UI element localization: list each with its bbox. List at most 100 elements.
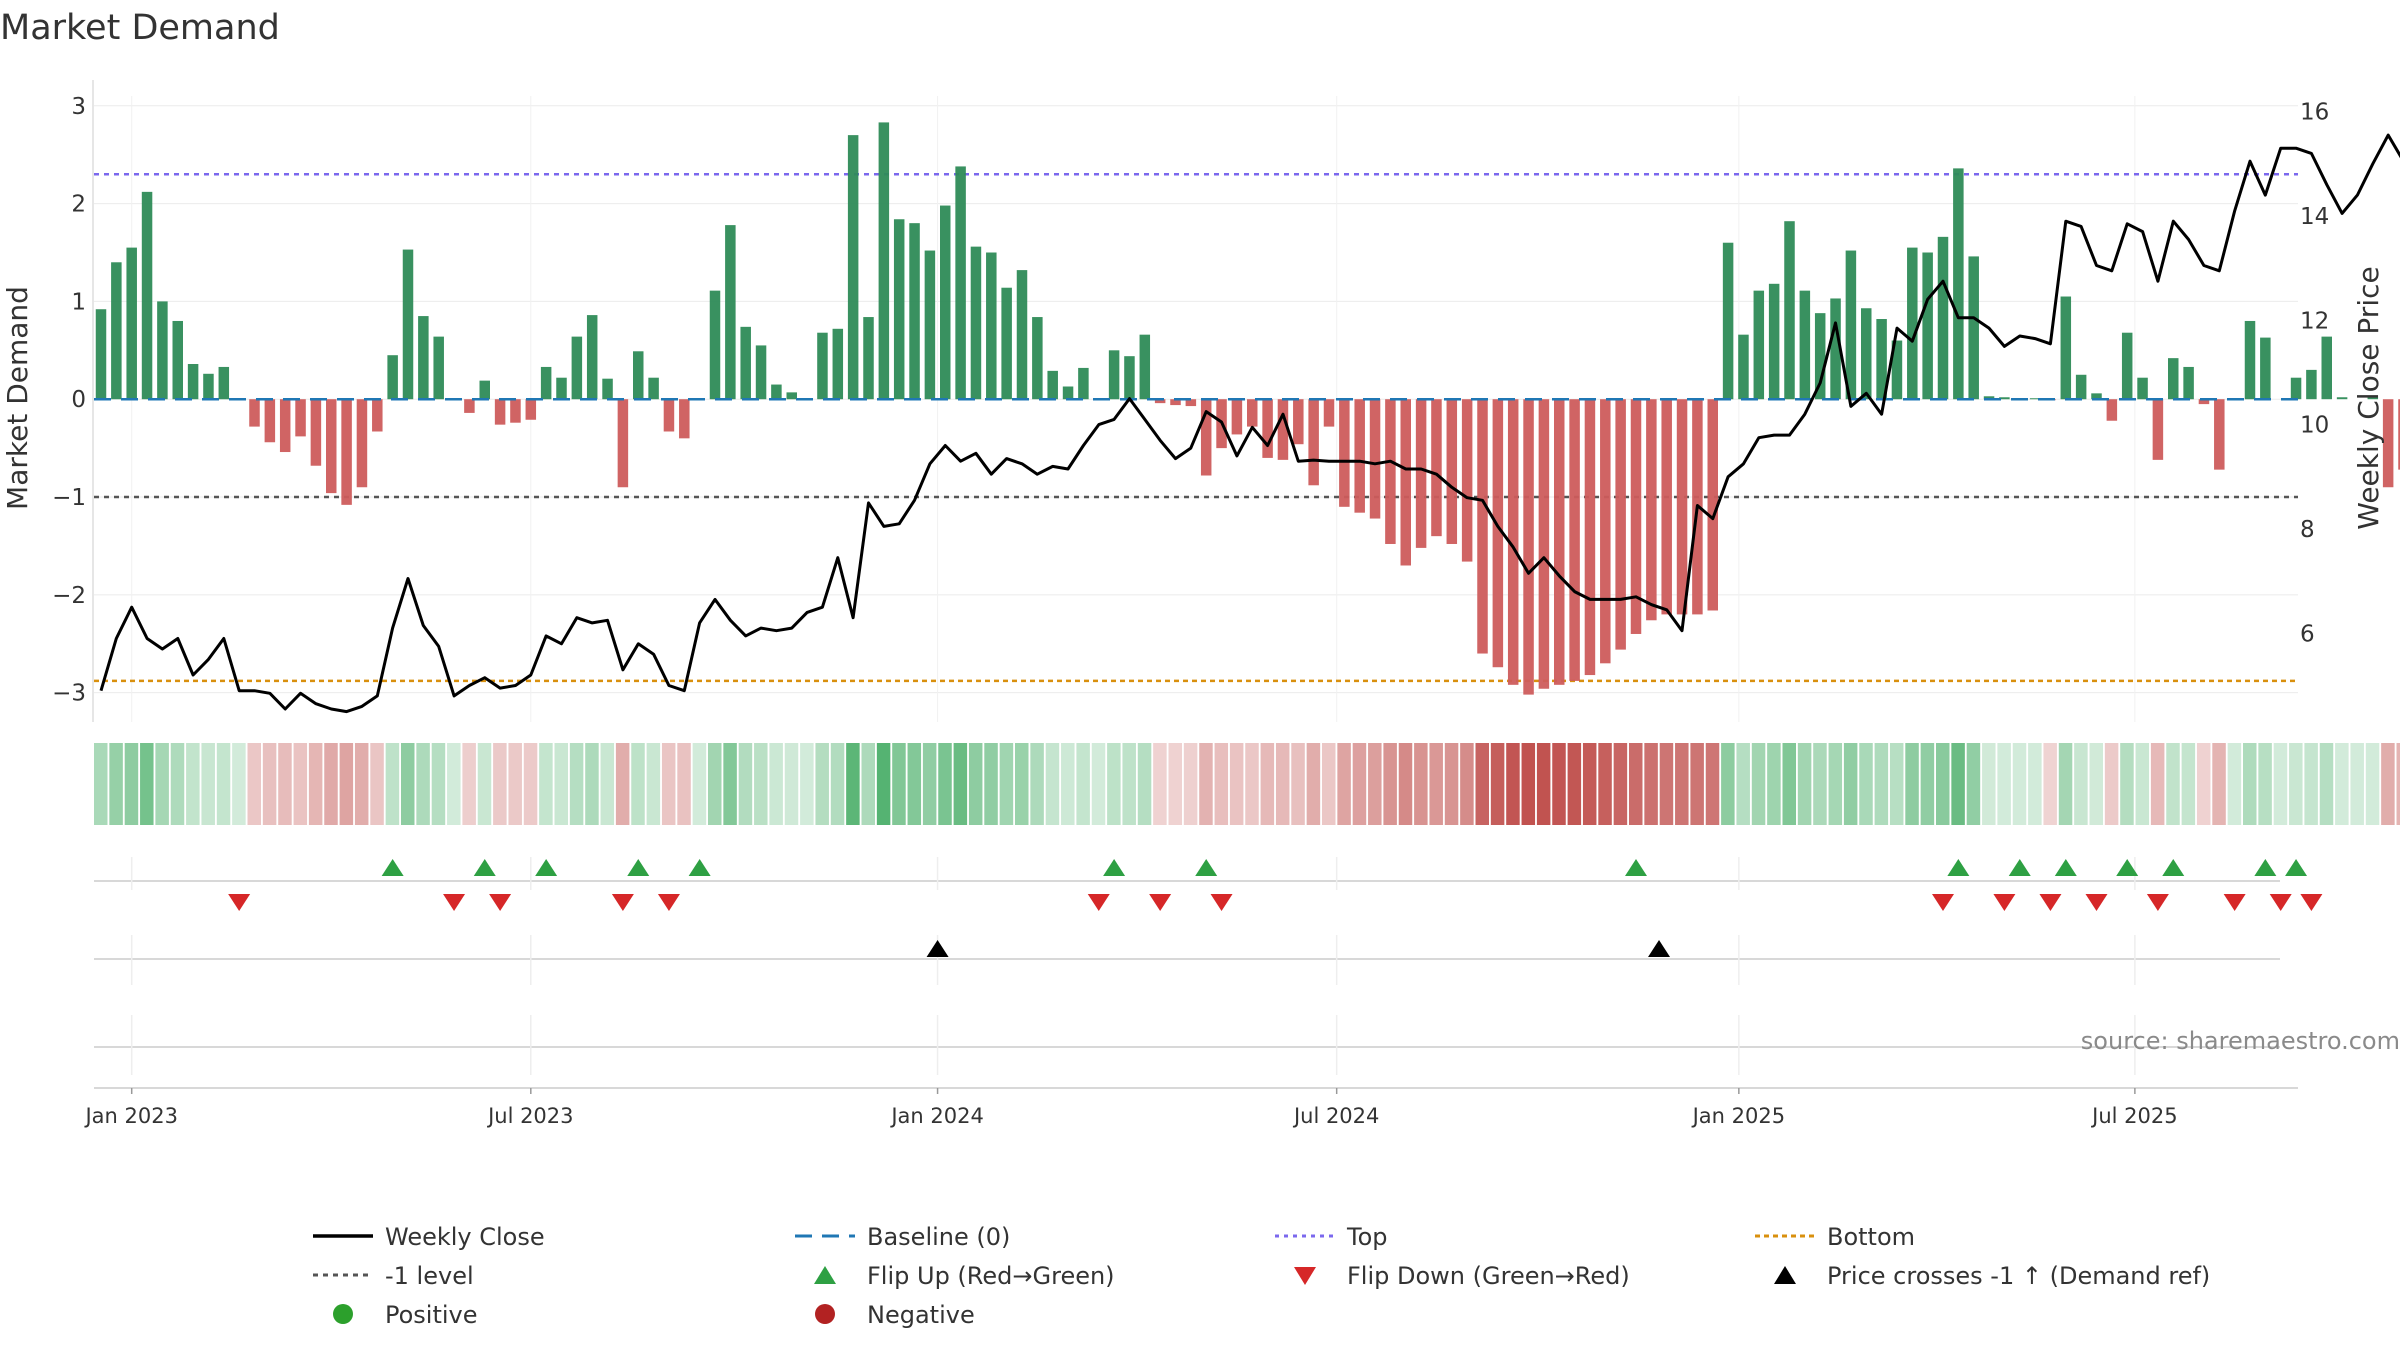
heat-cell [2012,743,2027,825]
y-tick-label: 0 [71,387,86,413]
demand-bar-positive [1830,298,1841,400]
demand-bar-positive [2183,366,2194,400]
demand-bar-negative [464,399,475,413]
flip-down-marker [489,894,512,911]
heat-cell [784,743,799,825]
source-note: source: sharemaestro.com [2081,1027,2400,1055]
heat-cell [2304,743,2318,825]
demand-bar-positive [955,166,966,400]
heat-cell [554,743,568,825]
heat-cell [1828,743,1843,825]
demand-bar-negative [1646,399,1657,621]
heat-cell [1782,743,1796,825]
heat-cell [1490,743,1505,825]
heat-cell [661,743,676,825]
demand-bar-negative [295,399,306,437]
legend-item-baseline: Baseline (0) [795,1223,1010,1251]
demand-bar-positive [1016,270,1028,400]
flip-up-marker [1195,859,1218,876]
flip-down-marker [2269,894,2292,911]
heat-cell [1675,743,1689,825]
demand-bar-positive [648,377,659,400]
heat-cell [186,743,200,825]
flip-up-marker [2254,859,2277,876]
heat-cell [1322,743,1336,825]
demand-bar-positive [1784,221,1795,400]
heat-cell [508,743,522,825]
demand-bar-positive [2321,336,2332,400]
heat-cell [1475,743,1489,825]
demand-bar-positive [893,219,905,400]
demand-bar-positive [847,135,859,400]
demand-bar-positive [2244,320,2256,400]
heat-cell [1137,743,1152,825]
heat-cell [2074,743,2088,825]
heat-cell [1629,743,1643,825]
demand-bar-positive [95,309,107,400]
heat-cell [1552,743,1566,825]
legend-label-positive: Positive [385,1301,478,1329]
legend-label-price-cross: Price crosses -1 ↑ (Demand ref) [1827,1262,2210,1290]
heat-cell [1015,743,1029,825]
demand-bar-positive [2137,377,2148,400]
heat-cell [1168,743,1182,825]
heat-cell [1076,743,1090,825]
heat-cell [1337,743,1351,825]
flip-up-marker [627,859,650,876]
x-tick-label: Jan 2024 [889,1104,984,1128]
heat-cell [984,743,998,825]
heat-cell [477,743,492,825]
demand-bar-negative [617,399,629,488]
heat-cell [738,743,753,825]
flip-up-marker [2285,859,2308,876]
heat-cell [1214,743,1229,825]
flip-down-marker [228,894,251,911]
heat-cell [385,743,400,825]
demand-bar-negative [1308,399,1319,486]
legend-item-flip-down: Flip Down (Green→Red) [1294,1262,1630,1290]
y2-tick-label: 12 [2300,308,2329,334]
heat-cell [523,743,538,825]
demand-bar-negative [356,399,368,488]
heat-cell [1045,743,1060,825]
demand-bar-negative [1247,399,1258,427]
legend-label-minus-one: -1 level [385,1262,474,1290]
demand-bar-positive [479,380,490,400]
heat-cell [692,743,707,825]
flip-up-marker [1625,859,1647,876]
price-cross-icon [1774,1266,1796,1284]
demand-bar-negative [1584,399,1596,676]
flip-up-marker [2116,859,2139,876]
demand-bar-negative [1661,399,1672,615]
demand-bar-negative [1415,399,1427,548]
heat-cell [293,743,308,825]
flip-markers [94,857,2323,1075]
legend-label-flip-down: Flip Down (Green→Red) [1347,1262,1630,1290]
demand-bar-negative [1170,399,1181,406]
flip-down-marker [2039,894,2062,911]
demand-bar-positive [832,328,844,400]
heat-cell [800,743,814,825]
heat-cell [1859,743,1873,825]
flip-down-marker [1087,894,1110,911]
y2-axis-label: Weekly Close Price [2352,266,2385,529]
demand-bar-positive [571,336,583,400]
legend-label-flip-up: Flip Up (Red→Green) [867,1262,1115,1290]
demand-bar-positive [1845,250,1857,400]
demand-bar-positive [755,345,767,400]
legend-label-weekly-close: Weekly Close [385,1223,545,1251]
demand-bar-positive [817,332,828,400]
y2-tick-label: 14 [2300,204,2329,230]
heat-cell [1383,743,1397,825]
weekly-close-line-group [99,133,2400,714]
flip-down-marker [657,894,680,911]
heat-cell [922,743,937,825]
heat-cell [1874,743,1889,825]
demand-bar-positive [126,247,137,400]
flip-up-marker [2008,859,2031,876]
demand-bar-positive [909,223,920,400]
heat-cell [155,743,169,825]
demand-bar-negative [1385,399,1396,544]
flip-up-marker [688,859,711,876]
demand-bar-negative [2106,399,2118,421]
